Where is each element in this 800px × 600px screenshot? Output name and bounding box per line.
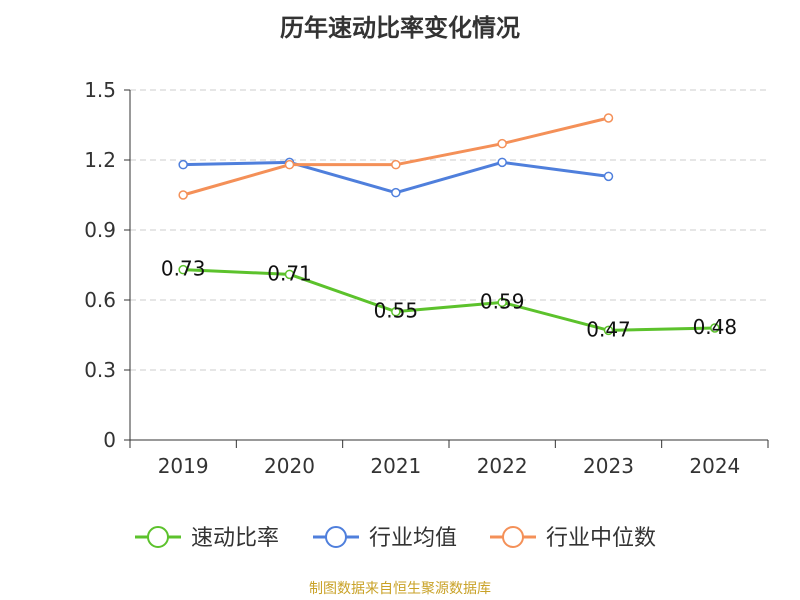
industry-median-point — [178, 190, 188, 200]
speed-ratio-line — [183, 268, 715, 332]
y-tick-label: 1.5 — [84, 78, 116, 102]
industry-avg-point — [497, 157, 507, 168]
speed-ratio-point — [284, 269, 295, 280]
speed-ratio-point — [178, 264, 188, 275]
x-tick-label: 2020 — [264, 454, 315, 478]
data-source-note: 制图数据来自恒生聚源数据库 — [309, 581, 491, 597]
x-tick-label: 2023 — [583, 454, 634, 478]
speed-ratio-point — [497, 297, 507, 308]
y-tick-label: 0.6 — [84, 288, 116, 312]
legend-industry-avg-marker — [325, 526, 347, 548]
x-tick-label: 2022 — [477, 454, 528, 478]
y-tick-label: 0 — [103, 428, 116, 452]
speed-ratio-data-label: 0.47 — [586, 317, 631, 341]
speed-ratio-data-label: 0.55 — [374, 299, 419, 323]
speed-ratio-data-label: 0.59 — [480, 289, 525, 313]
y-tick-label: 0.3 — [84, 358, 116, 382]
industry-median-point — [284, 159, 295, 170]
industry-avg-point — [603, 171, 614, 182]
speed-ratio-point — [391, 306, 401, 317]
legend-speed-ratio-label: 速动比率 — [191, 526, 279, 551]
speed-ratio-data-label: 0.71 — [267, 261, 312, 285]
x-tick-label: 2021 — [370, 454, 421, 478]
industry-median-line — [182, 116, 609, 197]
industry-avg-point — [391, 187, 401, 198]
speed-ratio-point — [710, 323, 720, 333]
legend-industry-median-marker — [502, 526, 524, 548]
y-tick-label: 1.2 — [84, 148, 116, 172]
industry-median-point — [603, 113, 614, 123]
x-tick-label: 2024 — [689, 454, 740, 478]
speed-ratio-data-label: 0.48 — [693, 315, 738, 339]
speed-ratio-point — [603, 325, 614, 336]
industry-avg-point — [178, 159, 188, 170]
legend-industry-median-label: 行业中位数 — [546, 526, 656, 551]
y-tick-label: 0.9 — [84, 218, 116, 242]
legend-industry-avg-label: 行业均值 — [369, 526, 457, 551]
legend-speed-ratio-marker — [147, 526, 169, 548]
x-tick-label: 2019 — [158, 454, 209, 478]
industry-median-point — [391, 159, 401, 170]
chart-title: 历年速动比率变化情况 — [280, 14, 520, 42]
industry-median-point — [497, 138, 507, 149]
speed-ratio-data-label: 0.73 — [161, 257, 206, 281]
